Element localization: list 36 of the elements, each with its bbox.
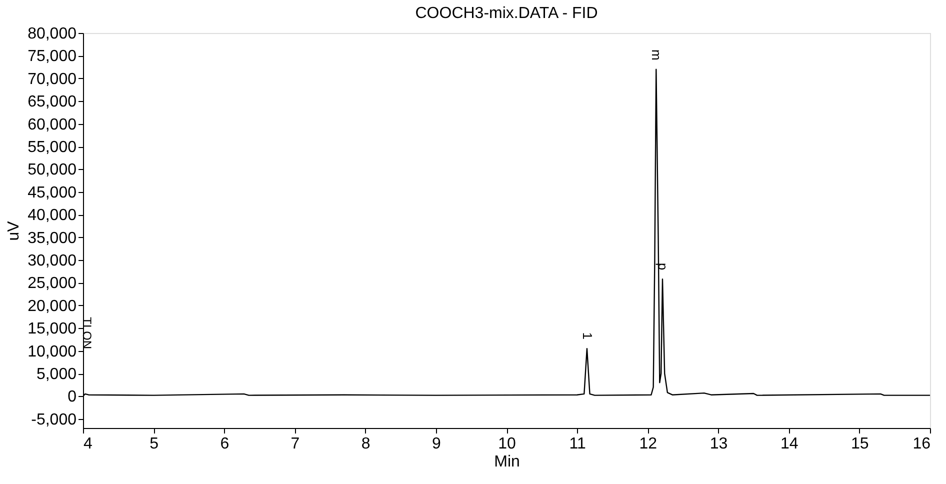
y-axis-title: uV <box>6 220 23 241</box>
x-tick-label: 7 <box>290 436 300 452</box>
x-tick-label: 13 <box>710 436 728 452</box>
annotation: m <box>649 49 664 60</box>
y-tick-label: -5,000 <box>31 411 77 428</box>
y-tick-label: 35,000 <box>28 230 77 247</box>
y-tick-label: 20,000 <box>28 298 77 315</box>
y-tick-label: 45,000 <box>28 184 77 202</box>
annotation: 1 <box>580 332 595 340</box>
x-tick-label: 5 <box>150 436 159 452</box>
x-tick-label: 8 <box>361 436 370 452</box>
x-tick-label: 16 <box>912 436 931 452</box>
x-tick-label: 9 <box>432 436 441 452</box>
y-tick-label: 60,000 <box>28 116 77 134</box>
y-tick-label: 50,000 <box>28 162 77 179</box>
y-tick-label: 10,000 <box>28 343 77 360</box>
y-tick-label: 80,000 <box>28 26 77 42</box>
x-tick-label: 15 <box>851 436 869 452</box>
y-tick-label: 30,000 <box>28 252 77 270</box>
y-tick-label: 40,000 <box>28 207 77 224</box>
x-tick-label: 12 <box>639 436 658 452</box>
x-tick-label: 14 <box>780 436 798 452</box>
x-tick-label: 6 <box>220 436 230 452</box>
y-tick-label: 55,000 <box>28 139 77 156</box>
y-tick-label: 0 <box>68 388 77 406</box>
x-tick-label: 4 <box>84 436 92 452</box>
x-axis-title: Min <box>494 454 520 470</box>
x-tick-label: 10 <box>498 436 516 452</box>
y-tick-label: 15,000 <box>28 320 77 338</box>
y-tick-label: 70,000 <box>28 70 77 88</box>
chart-title: COOCH3-mix.DATA - FID <box>415 5 598 22</box>
y-tick-label: 75,000 <box>28 48 77 66</box>
x-tick-label: 11 <box>569 436 586 452</box>
y-tick-label: 25,000 <box>28 275 77 292</box>
y-tick-label: 65,000 <box>28 94 77 111</box>
y-tick-label: 5,000 <box>36 366 77 384</box>
